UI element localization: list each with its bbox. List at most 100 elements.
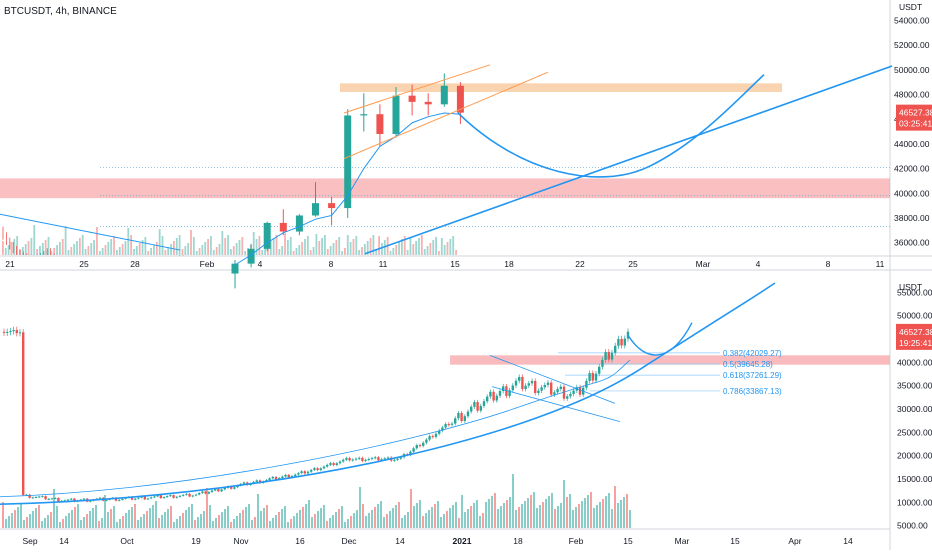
volume-bar <box>521 504 523 528</box>
volume-bar <box>150 248 152 255</box>
volume-bar <box>557 506 559 528</box>
candle-body <box>335 463 338 466</box>
volume-bar <box>381 243 383 255</box>
volume-bar <box>78 238 81 255</box>
volume-bar <box>221 512 223 528</box>
candle-body <box>44 496 47 500</box>
volume-bar <box>389 511 391 528</box>
candle-body <box>376 114 384 134</box>
candle-body <box>441 427 444 431</box>
candle-body <box>271 476 274 479</box>
candle-body <box>527 383 530 386</box>
fib-level-label: 0.786(33867.13) <box>723 387 782 396</box>
volume-bar <box>61 239 64 255</box>
volume-bar <box>191 504 193 528</box>
volume-bar <box>438 251 440 255</box>
candle-body <box>408 95 416 102</box>
candle-body <box>393 459 396 461</box>
candle-body <box>265 480 268 482</box>
wedge-lower-line <box>491 386 621 422</box>
volume-bar <box>260 511 262 528</box>
volume-bar <box>238 240 241 255</box>
volume-bar <box>80 520 82 528</box>
volume-bar <box>284 506 286 528</box>
volume-bar <box>77 504 79 528</box>
price-tick-label: 25000.00 <box>897 427 932 437</box>
volume-bar <box>233 519 235 528</box>
volume-bar <box>401 518 403 528</box>
volume-bar <box>500 506 502 528</box>
candle-body <box>424 101 432 105</box>
volume-bar <box>452 505 454 528</box>
volume-bar <box>176 519 178 528</box>
volume-bar <box>104 245 107 255</box>
candle-body <box>297 473 300 475</box>
volume-bar <box>264 247 266 255</box>
last-price-label: 46527.38 <box>899 108 932 118</box>
volume-bar <box>121 244 124 255</box>
volume-bar <box>292 251 295 255</box>
candle-body <box>511 385 514 391</box>
volume-bar <box>581 501 583 528</box>
candle-body <box>505 386 508 396</box>
volume-bar <box>476 500 478 528</box>
candle-body <box>422 442 425 446</box>
volume-bar <box>242 510 244 528</box>
candle-body <box>220 489 223 492</box>
volume-bar <box>383 517 385 528</box>
volume-bar <box>304 239 306 255</box>
candle-body <box>360 114 368 116</box>
volume-bar <box>312 247 315 255</box>
candle-body <box>159 495 162 499</box>
volume-bar <box>422 516 424 528</box>
volume-bar <box>244 251 247 255</box>
volume-bar <box>161 515 163 528</box>
volume-bar <box>452 236 455 255</box>
candle-body <box>287 474 290 478</box>
fib-level-label: 0.618(37261.29) <box>723 371 782 380</box>
time-tick-label: Feb <box>569 536 584 546</box>
candle-body <box>134 498 137 500</box>
candle-body <box>444 424 447 428</box>
volume-bar <box>482 513 484 528</box>
volume-bar <box>182 513 184 528</box>
volume-bar <box>623 497 625 528</box>
volume-bar <box>67 250 70 255</box>
volume-bar <box>473 503 475 528</box>
volume-bar <box>289 237 292 255</box>
volume-bar <box>201 245 204 255</box>
volume-bar <box>188 507 190 528</box>
volume-bar <box>380 501 382 528</box>
candle-body <box>252 481 255 484</box>
volume-bar <box>5 519 7 528</box>
volume-bar <box>73 244 76 255</box>
volume-bar <box>158 229 161 255</box>
volume-bar <box>254 517 256 528</box>
volume-bar <box>36 249 38 255</box>
volume-bar <box>62 519 64 528</box>
candle-body <box>47 498 50 500</box>
volume-bar <box>89 511 91 528</box>
candle-body <box>626 331 630 339</box>
candle-body <box>198 493 201 495</box>
volume-bar <box>10 242 13 255</box>
volume-bar <box>372 235 375 255</box>
volume-bar <box>30 238 33 255</box>
volume-bar <box>326 521 328 528</box>
volume-bar <box>29 514 31 528</box>
volume-bar <box>377 504 379 528</box>
volume-bar <box>423 249 426 255</box>
price-tick-label: 44000.00 <box>894 139 930 149</box>
volume-bar <box>261 250 264 255</box>
candle-body <box>460 412 463 422</box>
volume-bar <box>258 236 261 255</box>
volume-bar <box>485 502 487 528</box>
volume-bar <box>341 506 343 528</box>
volume-bar <box>131 507 133 528</box>
volume-bar <box>122 516 124 528</box>
volume-bar <box>401 239 403 255</box>
volume-bar <box>464 512 466 528</box>
candle-body <box>380 459 383 461</box>
